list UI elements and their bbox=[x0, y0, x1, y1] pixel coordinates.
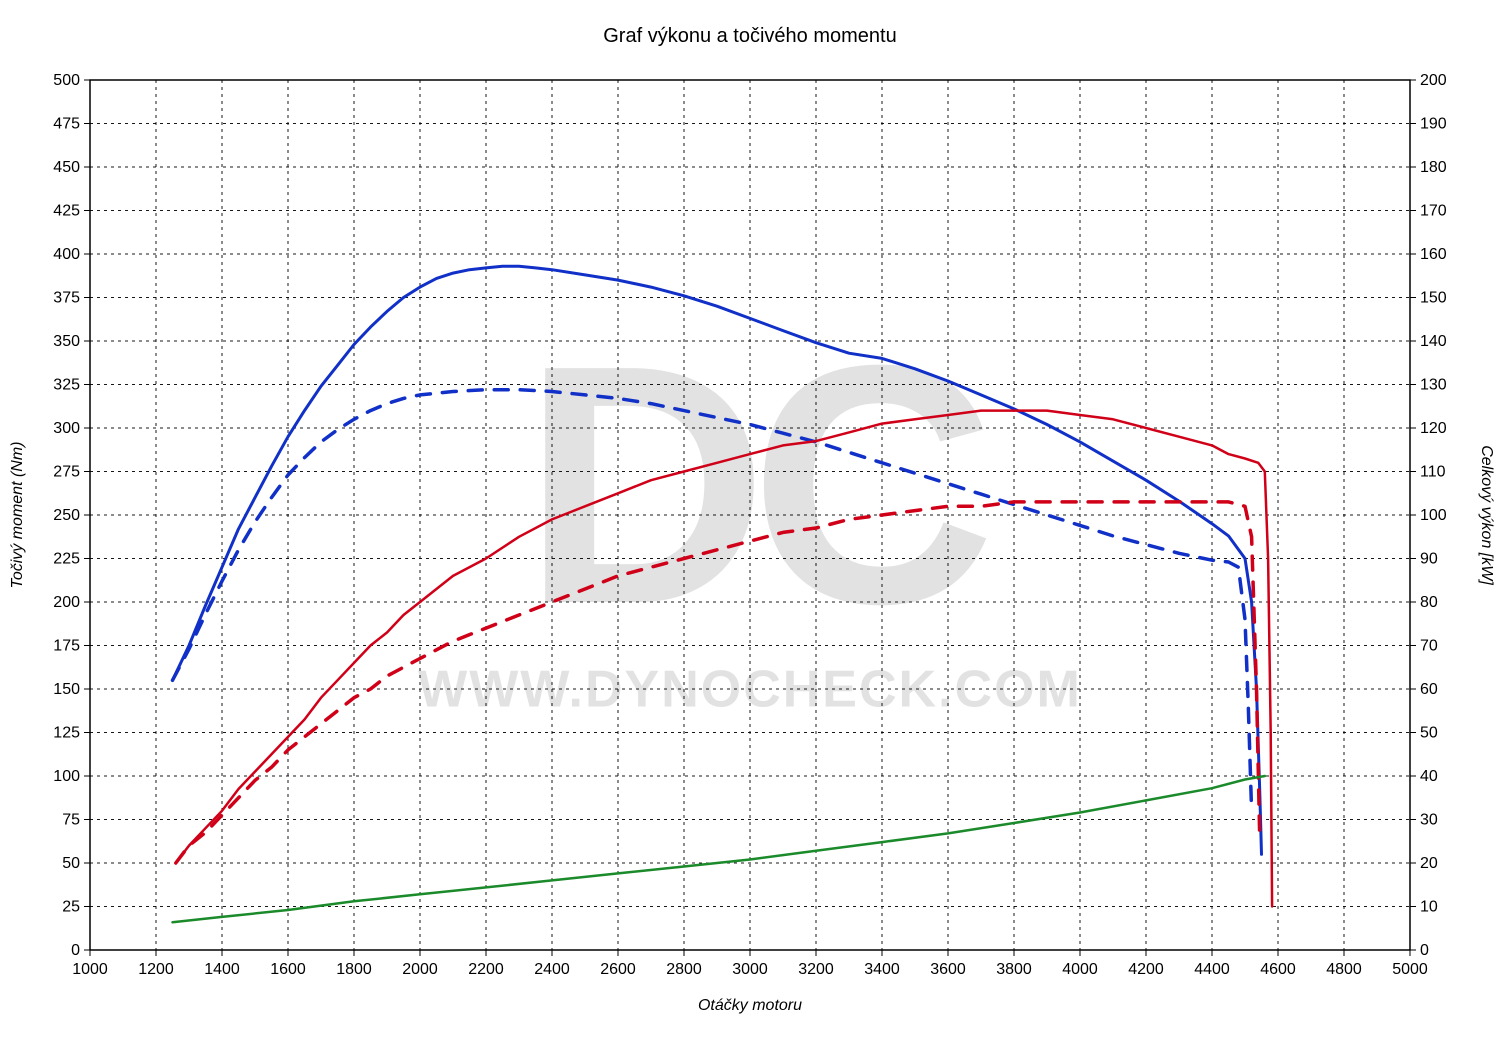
x-axis-label: Otáčky motoru bbox=[698, 997, 802, 1014]
yl-tick-label: 350 bbox=[53, 333, 80, 350]
yl-tick-label: 200 bbox=[53, 594, 80, 611]
yl-tick-label: 275 bbox=[53, 464, 80, 481]
yl-tick-label: 125 bbox=[53, 725, 80, 742]
yr-tick-label: 150 bbox=[1420, 290, 1447, 307]
x-tick-label: 4000 bbox=[1062, 961, 1098, 978]
yl-tick-label: 450 bbox=[53, 159, 80, 176]
yr-tick-label: 190 bbox=[1420, 116, 1447, 133]
yr-tick-label: 120 bbox=[1420, 420, 1447, 437]
x-tick-label: 2400 bbox=[534, 961, 570, 978]
dyno-chart: Graf výkonu a točivého momentuDCWWW.DYNO… bbox=[0, 0, 1500, 1040]
x-tick-label: 4800 bbox=[1326, 961, 1362, 978]
chart-title: Graf výkonu a točivého momentu bbox=[603, 25, 896, 47]
x-tick-label: 3200 bbox=[798, 961, 834, 978]
yr-tick-label: 170 bbox=[1420, 203, 1447, 220]
yl-tick-label: 300 bbox=[53, 420, 80, 437]
x-tick-label: 1600 bbox=[270, 961, 306, 978]
yl-tick-label: 500 bbox=[53, 72, 80, 89]
yr-tick-label: 0 bbox=[1420, 942, 1429, 959]
yl-tick-label: 400 bbox=[53, 246, 80, 263]
x-tick-label: 2000 bbox=[402, 961, 438, 978]
yl-tick-label: 425 bbox=[53, 203, 80, 220]
x-tick-label: 1200 bbox=[138, 961, 174, 978]
x-tick-label: 5000 bbox=[1392, 961, 1428, 978]
yr-tick-label: 10 bbox=[1420, 899, 1438, 916]
yr-tick-label: 60 bbox=[1420, 681, 1438, 698]
yr-tick-label: 180 bbox=[1420, 159, 1447, 176]
yr-tick-label: 50 bbox=[1420, 725, 1438, 742]
yr-tick-label: 20 bbox=[1420, 855, 1438, 872]
yr-tick-label: 160 bbox=[1420, 246, 1447, 263]
yr-tick-label: 110 bbox=[1420, 464, 1446, 481]
yr-tick-label: 140 bbox=[1420, 333, 1447, 350]
x-tick-label: 4400 bbox=[1194, 961, 1230, 978]
x-tick-label: 2200 bbox=[468, 961, 504, 978]
yl-tick-label: 50 bbox=[62, 855, 80, 872]
y-left-axis-label: Točivý moment (Nm) bbox=[9, 442, 26, 589]
y-right-axis-label: Celkový výkon [kW] bbox=[1478, 445, 1495, 585]
yl-tick-label: 0 bbox=[71, 942, 80, 959]
yl-tick-label: 325 bbox=[53, 377, 80, 394]
yl-tick-label: 175 bbox=[53, 638, 80, 655]
x-tick-label: 1000 bbox=[72, 961, 108, 978]
yl-tick-label: 250 bbox=[53, 507, 80, 524]
x-tick-label: 1400 bbox=[204, 961, 240, 978]
yr-tick-label: 90 bbox=[1420, 551, 1438, 568]
x-tick-label: 3800 bbox=[996, 961, 1032, 978]
yr-tick-label: 130 bbox=[1420, 377, 1447, 394]
yl-tick-label: 150 bbox=[53, 681, 80, 698]
x-tick-label: 2800 bbox=[666, 961, 702, 978]
yl-tick-label: 25 bbox=[62, 899, 80, 916]
yr-tick-label: 70 bbox=[1420, 638, 1438, 655]
x-tick-label: 4200 bbox=[1128, 961, 1164, 978]
yl-tick-label: 100 bbox=[53, 768, 80, 785]
grid bbox=[90, 80, 1410, 950]
yl-tick-label: 475 bbox=[53, 116, 80, 133]
yr-tick-label: 100 bbox=[1420, 507, 1447, 524]
chart-container: Graf výkonu a točivého momentuDCWWW.DYNO… bbox=[0, 0, 1500, 1040]
yl-tick-label: 75 bbox=[62, 812, 80, 829]
x-tick-label: 3600 bbox=[930, 961, 966, 978]
x-tick-label: 2600 bbox=[600, 961, 636, 978]
yl-tick-label: 225 bbox=[53, 551, 80, 568]
x-tick-label: 4600 bbox=[1260, 961, 1296, 978]
svg-text:DC: DC bbox=[522, 295, 989, 675]
x-tick-label: 3000 bbox=[732, 961, 768, 978]
yr-tick-label: 200 bbox=[1420, 72, 1447, 89]
x-tick-label: 1800 bbox=[336, 961, 372, 978]
yr-tick-label: 30 bbox=[1420, 812, 1438, 829]
x-tick-label: 3400 bbox=[864, 961, 900, 978]
yr-tick-label: 80 bbox=[1420, 594, 1438, 611]
yr-tick-label: 40 bbox=[1420, 768, 1438, 785]
yl-tick-label: 375 bbox=[53, 290, 80, 307]
